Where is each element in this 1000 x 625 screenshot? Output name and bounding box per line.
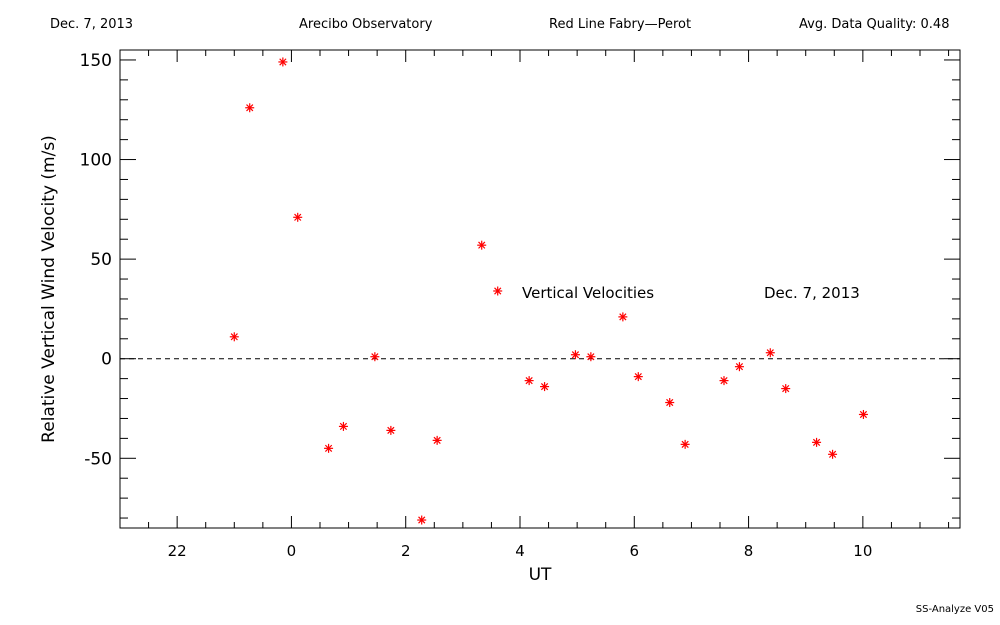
x-tick-label: 2 (401, 542, 411, 560)
version-label: SS-Analyze V05 (915, 604, 994, 615)
data-point (324, 443, 334, 453)
annotation-vertical-velocities: Vertical Velocities (522, 284, 654, 302)
data-point (586, 352, 596, 362)
x-tick-label: 10 (853, 542, 872, 560)
data-point (633, 372, 643, 382)
data-point (765, 348, 775, 358)
data-point (293, 212, 303, 222)
header-quality: Avg. Data Quality: 0.48 (799, 17, 950, 32)
annotation-date: Dec. 7, 2013 (764, 284, 860, 302)
data-point (858, 409, 868, 419)
y-axis-label: Relative Vertical Wind Velocity (m/s) (39, 135, 59, 443)
plot-frame (119, 49, 961, 529)
data-point (570, 350, 580, 360)
data-point (432, 435, 442, 445)
data-point (618, 312, 628, 322)
data-point (734, 362, 744, 372)
data-point (524, 376, 534, 386)
y-tick-label: 0 (101, 350, 112, 370)
data-point (245, 103, 255, 113)
data-point (781, 384, 791, 394)
y-tick-label: 150 (80, 51, 112, 71)
header-observatory: Arecibo Observatory (299, 17, 433, 32)
data-point (477, 240, 487, 250)
data-point (229, 332, 239, 342)
x-tick-label: 8 (744, 542, 754, 560)
data-point (417, 515, 427, 525)
data-point (540, 382, 550, 392)
y-tick-label: 50 (90, 250, 112, 270)
x-axis-label: UT (529, 565, 552, 585)
data-point (493, 286, 503, 296)
data-point (338, 421, 348, 431)
data-point (370, 352, 380, 362)
data-point (828, 449, 838, 459)
x-tick-label: 0 (287, 542, 297, 560)
data-point (278, 57, 288, 67)
data-point (665, 398, 675, 408)
data-point (812, 437, 822, 447)
x-tick-label: 4 (515, 542, 525, 560)
y-tick-label: -50 (84, 449, 112, 469)
header-instrument: Red Line Fabry—Perot (549, 17, 692, 32)
x-tick-label: 22 (168, 542, 187, 560)
data-point (680, 439, 690, 449)
x-tick-label: 6 (630, 542, 640, 560)
y-tick-label: 100 (80, 151, 112, 171)
header-date: Dec. 7, 2013 (50, 17, 134, 32)
data-point (386, 425, 396, 435)
data-point (719, 376, 729, 386)
